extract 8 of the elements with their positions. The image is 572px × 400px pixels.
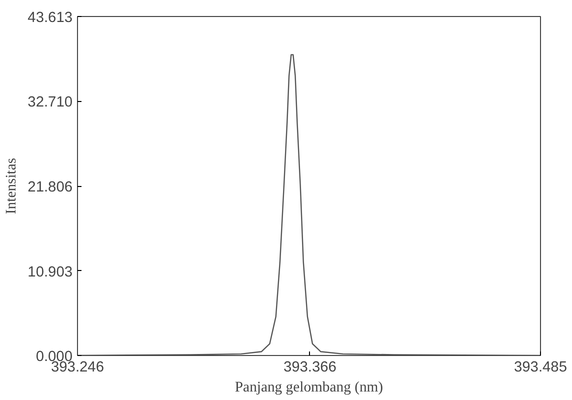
y-axis-title: Intensitas xyxy=(4,158,20,214)
y-tick-label: 21.806 xyxy=(28,180,72,196)
x-axis-title: Panjang gelombang (nm) xyxy=(234,380,384,396)
y-tick-label: 32.710 xyxy=(28,94,72,111)
x-tick-label: 393.485 xyxy=(514,360,567,376)
y-tick-label: 10.903 xyxy=(28,264,72,280)
x-tick-label: 393.366 xyxy=(283,360,336,376)
y-tick-label: 43.613 xyxy=(28,10,72,26)
